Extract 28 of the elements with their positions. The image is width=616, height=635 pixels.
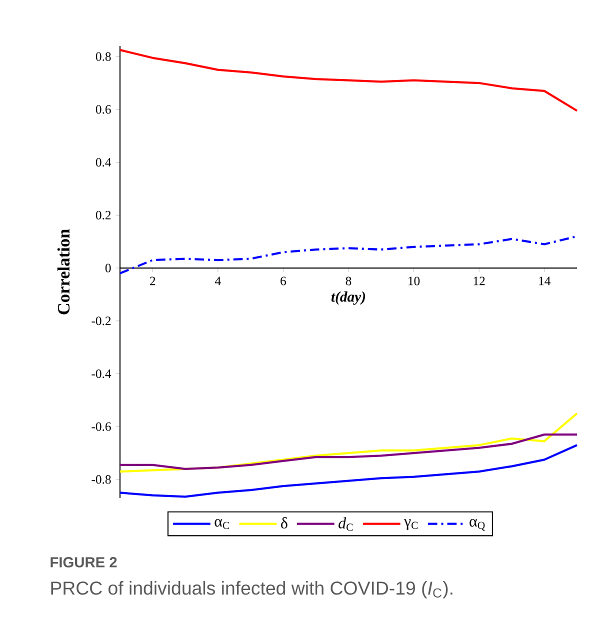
x-tick-label: 8 [346, 276, 352, 286]
x-tick-label: 14 [539, 276, 550, 286]
x-tick-label: 12 [474, 276, 485, 286]
x-tick-label: 6 [280, 276, 286, 286]
legend-label: α$_{Q}$ [470, 519, 485, 531]
legend-label: d$_{C}$ [338, 517, 353, 531]
y-tick-label: 0.4 [96, 158, 112, 167]
text: PRCC of individuals infected with COVID-19 (I$_{C}$). [51, 581, 452, 598]
y-tick-label: 0.8 [96, 52, 111, 61]
legend-label: δ [281, 517, 288, 529]
line-series [118, 48, 578, 112]
x-tick-label: 10 [408, 276, 420, 286]
text: FIGURE 2 [50, 557, 117, 568]
y-axis-title: Correlation [57, 229, 70, 314]
x-tick-label: 4 [215, 276, 221, 286]
line-series [118, 444, 578, 498]
legend-label: α$_{C}$ [214, 519, 230, 530]
x-tick-label: 2 [150, 276, 156, 286]
y-tick-label: -0.4 [92, 369, 112, 378]
line-series [118, 433, 578, 470]
y-tick-label: -0.2 [92, 316, 111, 326]
y-tick-label: -0.6 [92, 422, 111, 431]
x-axis-title: t(day) [331, 291, 366, 305]
y-tick-label: 0 [105, 264, 111, 272]
y-tick-label: 0.2 [96, 210, 111, 220]
y-tick-label: -0.8 [92, 475, 111, 484]
y-tick-label: 0.6 [96, 105, 111, 114]
legend-label: γ$_{C}$ [404, 519, 418, 530]
